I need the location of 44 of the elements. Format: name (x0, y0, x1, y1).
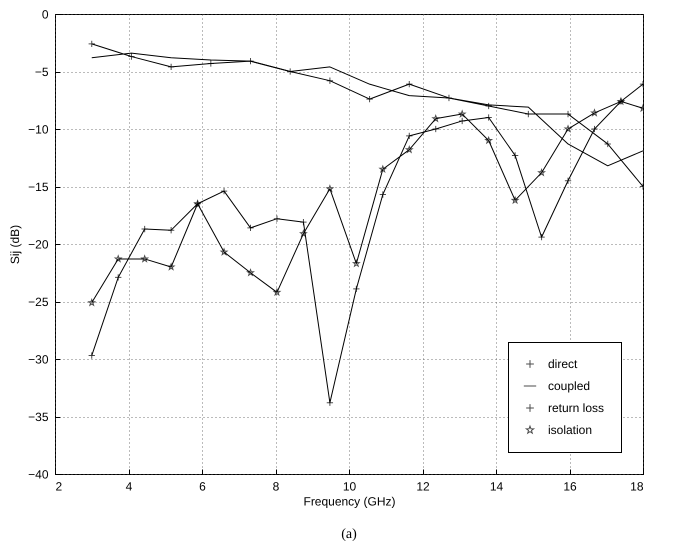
point (512, 196, 519, 204)
point (458, 110, 466, 118)
point (220, 248, 228, 256)
point (432, 114, 440, 122)
legend-label: isolation (548, 423, 592, 437)
x-axis-title: Frequency (GHz) (303, 494, 396, 508)
x-tick-label: 2 (56, 480, 62, 494)
y-axis-title: Sij (dB) (8, 224, 22, 264)
y-tick-label: −35 (28, 410, 49, 424)
point (590, 109, 598, 116)
legend-label: coupled (548, 379, 590, 393)
legend-label: return loss (548, 401, 604, 415)
x-tick-label: 6 (199, 480, 206, 494)
point (326, 185, 334, 192)
x-tick-label: 14 (490, 480, 504, 494)
y-tick-label: 0 (42, 8, 49, 22)
y-tick-label: −40 (28, 468, 49, 482)
x-tick-label: 8 (272, 480, 280, 494)
y-tick-label: −5 (34, 65, 49, 79)
point (273, 288, 280, 296)
point (141, 255, 148, 262)
y-tick-label: −15 (28, 180, 49, 194)
x-tick-label: 4 (126, 480, 133, 494)
y-tick-label: −10 (28, 122, 49, 136)
x-tick-label: 16 (563, 480, 577, 494)
point (406, 146, 413, 153)
legend-label: direct (548, 357, 578, 371)
x-tick-label: 18 (630, 480, 644, 494)
text: (a) (341, 527, 358, 542)
point (300, 230, 307, 237)
point (485, 136, 492, 144)
x-tick-label: 12 (416, 480, 430, 494)
x-tick-label: 10 (342, 480, 356, 494)
point (247, 269, 254, 276)
point (379, 166, 386, 172)
point (564, 125, 572, 132)
y-tick-label: −25 (28, 295, 49, 309)
point (88, 298, 96, 306)
point (352, 260, 360, 267)
point (168, 263, 175, 270)
y-tick-label: −20 (28, 238, 49, 252)
point (114, 255, 122, 262)
y-tick-label: −30 (28, 352, 49, 366)
point (538, 169, 546, 176)
